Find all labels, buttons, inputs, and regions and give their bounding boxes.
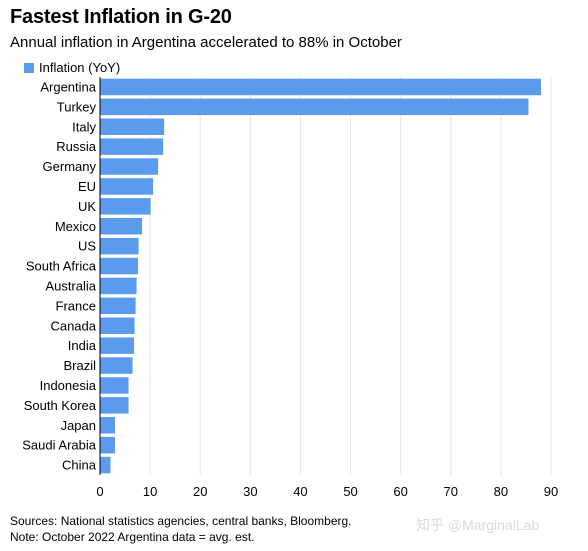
category-label: EU: [78, 179, 96, 194]
chart-title: Fastest Inflation in G-20: [10, 6, 232, 28]
legend-label: Inflation (YoY): [39, 60, 121, 75]
category-label: UK: [78, 199, 96, 214]
x-tick-label: 80: [494, 484, 508, 499]
legend-swatch: [24, 62, 34, 73]
bar-germany: [100, 158, 159, 175]
bar-south-africa: [100, 257, 139, 275]
gridlines: [149, 77, 552, 475]
category-label: Italy: [72, 119, 96, 134]
bar-saudi-arabia: [100, 436, 116, 454]
bar-argentina: [100, 78, 541, 96]
bar-turkey: [100, 98, 529, 116]
bar-south-korea: [100, 397, 129, 414]
x-tick-label: 90: [544, 484, 558, 499]
footnote-note: Note: October 2022 Argentina data = avg.…: [10, 530, 255, 544]
category-label: Germany: [43, 159, 97, 174]
x-tick-label: 10: [143, 484, 157, 499]
bar-mexico: [100, 218, 143, 235]
category-label: Mexico: [55, 219, 96, 234]
category-label: US: [78, 239, 96, 254]
bar-uk: [100, 198, 151, 215]
category-label: South Africa: [26, 259, 97, 274]
category-label: Australia: [45, 278, 96, 293]
bar-indonesia: [100, 377, 129, 394]
bar-australia: [100, 277, 137, 295]
bars: [100, 78, 541, 474]
chart-legend: Inflation (YoY): [24, 60, 120, 75]
x-tick-label: 30: [243, 484, 257, 499]
bar-russia: [100, 138, 164, 155]
bar-italy: [100, 118, 165, 135]
category-labels: Argentina Turkey Italy Russia Germany EU UK Mex…: [22, 79, 97, 472]
category-label: Indonesia: [40, 378, 97, 393]
category-label: China: [62, 458, 97, 473]
chart-subtitle: Annual inflation in Argentina accelerate…: [10, 34, 402, 51]
footnote-sources: Sources: National statistics agencies, c…: [10, 514, 352, 528]
category-label: Turkey: [57, 99, 97, 114]
watermark-text: 知乎 @MarginalLab: [416, 517, 540, 533]
category-label: Russia: [56, 139, 97, 154]
category-label: Canada: [50, 318, 96, 333]
x-tick-label: 70: [444, 484, 458, 499]
bar-japan: [100, 417, 116, 434]
category-label: France: [56, 298, 96, 313]
bar-canada: [100, 317, 135, 334]
x-tick-label: 20: [193, 484, 207, 499]
x-tick-label: 60: [393, 484, 407, 499]
category-label: India: [68, 338, 97, 353]
bar-france: [100, 297, 136, 315]
bar-china: [100, 456, 111, 474]
category-label: Argentina: [40, 79, 96, 94]
category-label: Japan: [61, 418, 96, 433]
bar-eu: [100, 178, 154, 195]
bar-india: [100, 337, 135, 354]
x-tick-label: 0: [96, 484, 103, 499]
x-tick-label: 40: [293, 484, 307, 499]
x-axis-ticks: 0 10 20 30 40 50 60 70 80 90: [96, 484, 558, 499]
category-label: Saudi Arabia: [22, 438, 96, 453]
category-label: Brazil: [63, 358, 96, 373]
bar-brazil: [100, 357, 133, 374]
category-label: South Korea: [24, 398, 97, 413]
x-tick-label: 50: [343, 484, 357, 499]
bar-us: [100, 237, 139, 255]
